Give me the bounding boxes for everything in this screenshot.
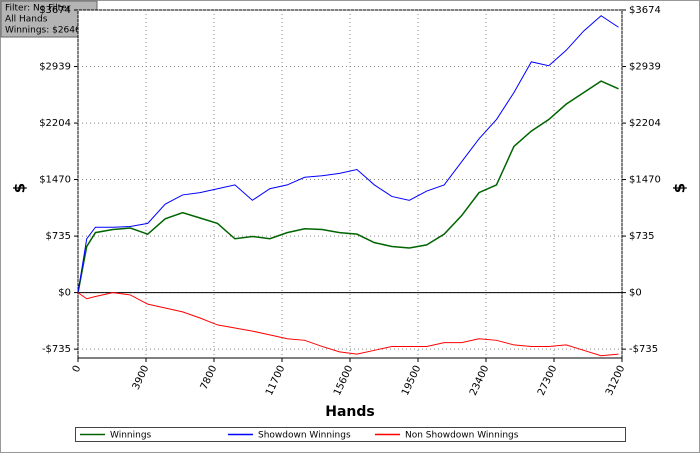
x-axis-label: Hands (325, 404, 375, 420)
filter-text: Filter: No Filter (5, 4, 71, 14)
filter-text: Winnings: $2646.85 (5, 26, 95, 36)
y-tick-label: -$735 (629, 344, 658, 355)
y-tick-label: $0 (58, 288, 71, 299)
y-tick-label: $3674 (629, 5, 661, 16)
y-tick-label: $2204 (629, 118, 661, 129)
y-tick-label: $0 (629, 288, 642, 299)
legend (75, 427, 626, 442)
y-tick-label: $3674 (39, 5, 71, 16)
y-tick-label: -$735 (42, 344, 71, 355)
series-line (77, 15, 619, 293)
y-tick-label: $2204 (39, 118, 71, 129)
y-tick-label: $1470 (629, 175, 661, 186)
y-axis-label: $ (11, 183, 29, 193)
y-tick-label: $735 (629, 231, 654, 242)
legend-label: Showdown Winnings (258, 431, 351, 441)
y-tick-label: $2939 (629, 62, 661, 73)
y-axis-label: $ (671, 183, 689, 193)
x-tick-label: 0 (71, 364, 84, 374)
y-tick-label: $735 (46, 231, 71, 242)
y-tick-label: $1470 (39, 175, 71, 186)
y-tick-label: $2939 (39, 62, 71, 73)
plot-area (77, 9, 623, 359)
legend-label: Winnings (110, 431, 152, 441)
legend-label: Non Showdown Winnings (405, 431, 519, 441)
series-line (77, 292, 619, 357)
filter-text: All Hands (5, 15, 48, 25)
series-line (77, 80, 619, 293)
